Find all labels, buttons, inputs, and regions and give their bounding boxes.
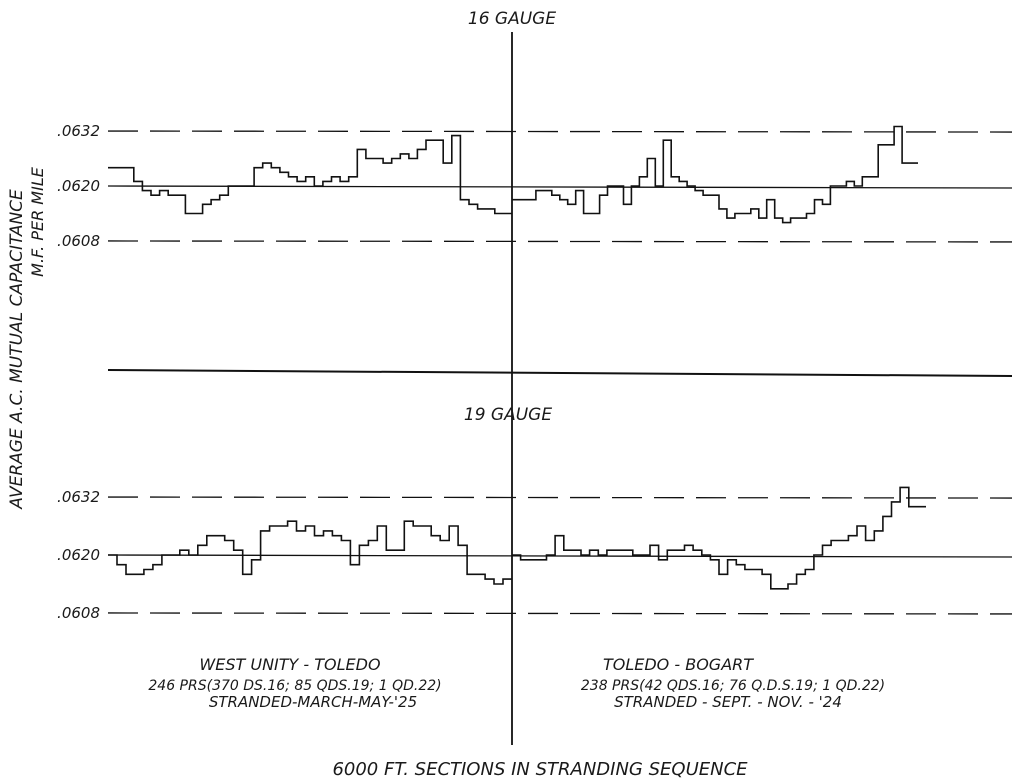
chart-marks: .0632 .0620 .0608 .0632 .0620 .0608 [57,122,1013,622]
y-axis-unit-label: M.F. PER MILE [28,166,47,277]
series-step-line-panel1-seg1 [108,134,512,215]
right-section-line1: TOLEDO - BOGART [603,655,754,674]
tick-label-0608: .0608 [57,604,100,622]
series-step-line-panel2-seg2 [512,486,926,590]
panel-title-16-gauge: 16 GAUGE [468,9,556,29]
right-section-line3: STRANDED - SEPT. - NOV. - '24 [614,693,842,711]
right-section-line2: 238 PRS(42 QDS.16; 76 Q.D.S.19; 1 QD.22) [581,678,885,694]
right-section-label: TOLEDO - BOGART 238 PRS(42 QDS.16; 76 Q.… [581,655,885,711]
reference-line-0632 [107,130,1013,133]
reference-line-0632 [107,496,1013,499]
left-section-line1: WEST UNITY - TOLEDO [199,655,380,674]
left-section-line2: 246 PRS(370 DS.16; 85 QDS.19; 1 QD.22) [148,678,441,694]
tick-label-0632: .0632 [57,122,100,140]
reference-line-0608 [107,612,1013,615]
series-step-line-panel1-seg2 [512,125,918,224]
reference-line-0620 [107,554,1013,558]
left-section-line3: STRANDED-MARCH-MAY-'25 [209,693,417,711]
tick-label-0620: .0620 [57,177,100,195]
y-axis-label: AVERAGE A.C. MUTUAL CAPACITANCE [7,189,27,510]
reference-line-0608 [107,240,1013,243]
reference-line-0620 [107,185,1013,189]
panel-title-19-gauge: 19 GAUGE [464,405,552,425]
tick-label-0632: .0632 [57,488,100,506]
series-step-line-panel2-seg1 [108,520,512,585]
left-section-label: WEST UNITY - TOLEDO 246 PRS(370 DS.16; 8… [148,655,441,711]
x-axis-label: 6000 FT. SECTIONS IN STRANDING SEQUENCE [332,759,748,780]
tick-label-0620: .0620 [57,546,100,564]
tick-label-0608: .0608 [57,232,100,250]
panel-separator [107,369,1013,377]
